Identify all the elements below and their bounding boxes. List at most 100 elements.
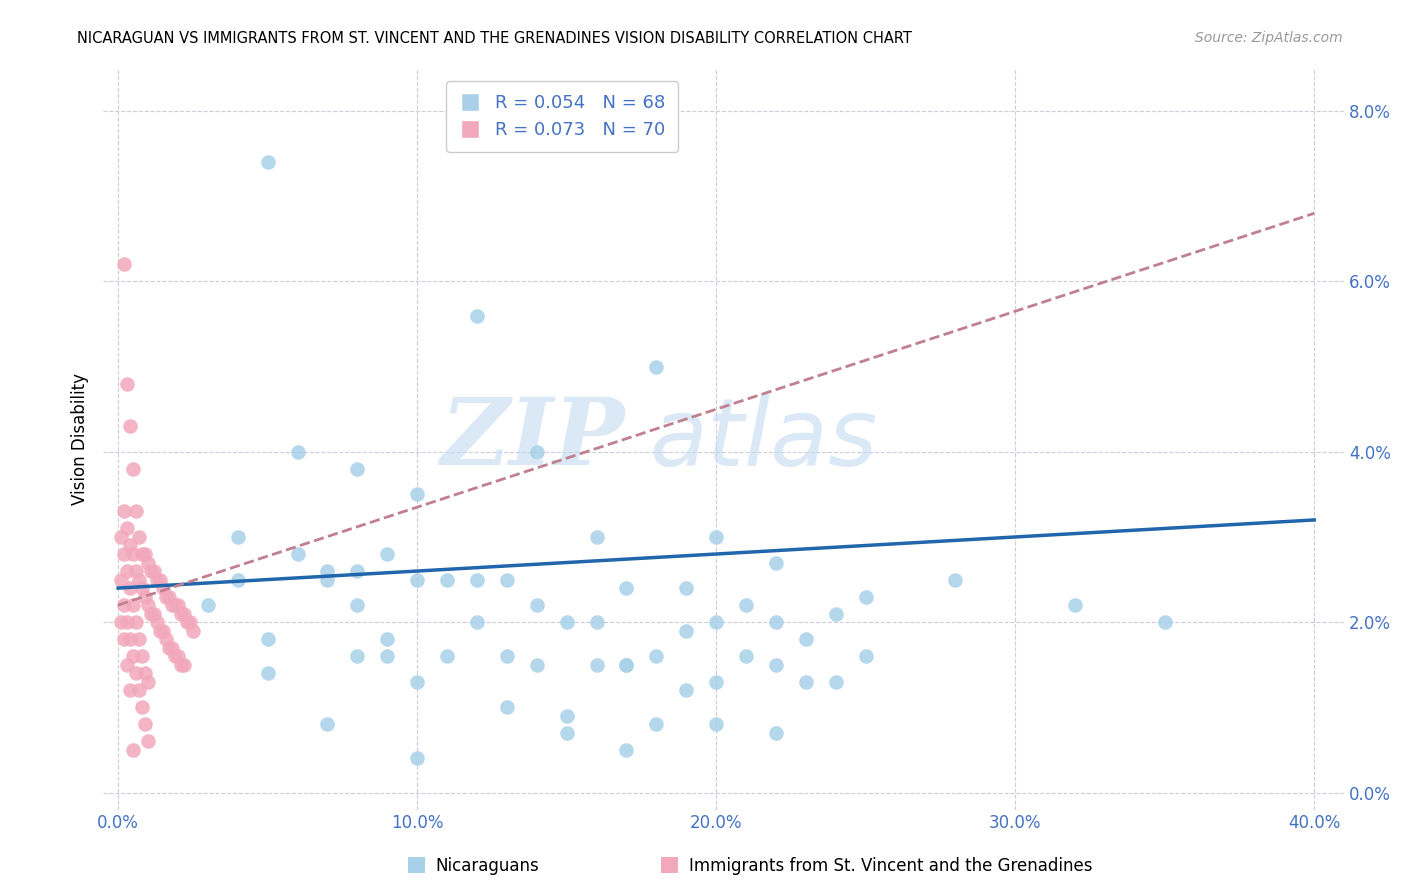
Point <box>115 564 138 578</box>
Point <box>163 598 186 612</box>
Point <box>855 590 877 604</box>
Point <box>1064 598 1087 612</box>
Point <box>173 607 195 621</box>
Point <box>256 632 278 647</box>
Point <box>226 573 249 587</box>
Point <box>406 487 429 501</box>
Point <box>112 547 135 561</box>
Point <box>465 615 488 629</box>
Point <box>134 590 156 604</box>
Point <box>173 657 195 672</box>
Point <box>176 615 198 629</box>
Point <box>675 683 697 698</box>
Text: Nicaraguans: Nicaraguans <box>436 857 540 875</box>
Point <box>128 683 150 698</box>
Point <box>526 598 548 612</box>
Point <box>465 573 488 587</box>
Point <box>115 657 138 672</box>
Point <box>110 615 132 629</box>
Text: Immigrants from St. Vincent and the Grenadines: Immigrants from St. Vincent and the Gren… <box>689 857 1092 875</box>
Point <box>526 657 548 672</box>
Point <box>155 590 177 604</box>
Point <box>115 521 138 535</box>
Point <box>287 445 309 459</box>
Point <box>555 726 578 740</box>
Point <box>406 751 429 765</box>
Point <box>855 649 877 664</box>
Point <box>616 581 638 595</box>
Point <box>375 649 398 664</box>
Point <box>128 632 150 647</box>
Point <box>118 419 141 434</box>
Point <box>645 717 668 731</box>
Point <box>765 556 787 570</box>
Point <box>131 649 153 664</box>
Point <box>765 726 787 740</box>
Point <box>122 598 145 612</box>
Point <box>346 462 368 476</box>
Point <box>152 624 174 638</box>
Point <box>155 632 177 647</box>
Point <box>143 607 166 621</box>
Legend: R = 0.054   N = 68, R = 0.073   N = 70: R = 0.054 N = 68, R = 0.073 N = 70 <box>447 81 678 152</box>
Point <box>112 257 135 271</box>
Point <box>122 462 145 476</box>
Point <box>134 666 156 681</box>
Point <box>735 649 758 664</box>
Point <box>152 581 174 595</box>
Point <box>122 743 145 757</box>
Point <box>704 717 727 731</box>
Point <box>645 649 668 664</box>
Point <box>436 573 458 587</box>
Text: Source: ZipAtlas.com: Source: ZipAtlas.com <box>1195 31 1343 45</box>
Point <box>824 674 846 689</box>
Point <box>149 624 172 638</box>
Point <box>118 683 141 698</box>
Point <box>704 615 727 629</box>
Point <box>794 632 817 647</box>
Point <box>794 674 817 689</box>
Point <box>167 649 190 664</box>
Text: NICARAGUAN VS IMMIGRANTS FROM ST. VINCENT AND THE GRENADINES VISION DISABILITY C: NICARAGUAN VS IMMIGRANTS FROM ST. VINCEN… <box>77 31 912 46</box>
Point <box>110 530 132 544</box>
Point <box>125 564 148 578</box>
Point <box>131 581 153 595</box>
Point <box>495 700 517 714</box>
Point <box>143 564 166 578</box>
Point <box>765 615 787 629</box>
Point <box>406 674 429 689</box>
Point <box>616 743 638 757</box>
Point <box>139 607 162 621</box>
Point <box>167 598 190 612</box>
Point <box>170 607 193 621</box>
Point <box>256 155 278 169</box>
Point <box>1153 615 1175 629</box>
Point <box>226 530 249 544</box>
Point <box>197 598 219 612</box>
Point <box>765 657 787 672</box>
Point <box>346 598 368 612</box>
Point <box>139 564 162 578</box>
Point <box>122 547 145 561</box>
Point <box>134 717 156 731</box>
Point <box>316 564 339 578</box>
Point <box>735 598 758 612</box>
Point <box>157 590 180 604</box>
Point <box>118 632 141 647</box>
Point <box>125 504 148 518</box>
Point <box>136 674 159 689</box>
Point <box>645 359 668 374</box>
Point <box>160 598 183 612</box>
Point <box>136 734 159 748</box>
Point <box>465 309 488 323</box>
Point <box>675 581 697 595</box>
Point <box>115 376 138 391</box>
Point <box>160 640 183 655</box>
Point <box>824 607 846 621</box>
Point <box>526 445 548 459</box>
Point <box>555 709 578 723</box>
Point <box>112 632 135 647</box>
Text: atlas: atlas <box>650 393 877 484</box>
Point <box>131 700 153 714</box>
Point <box>115 615 138 629</box>
